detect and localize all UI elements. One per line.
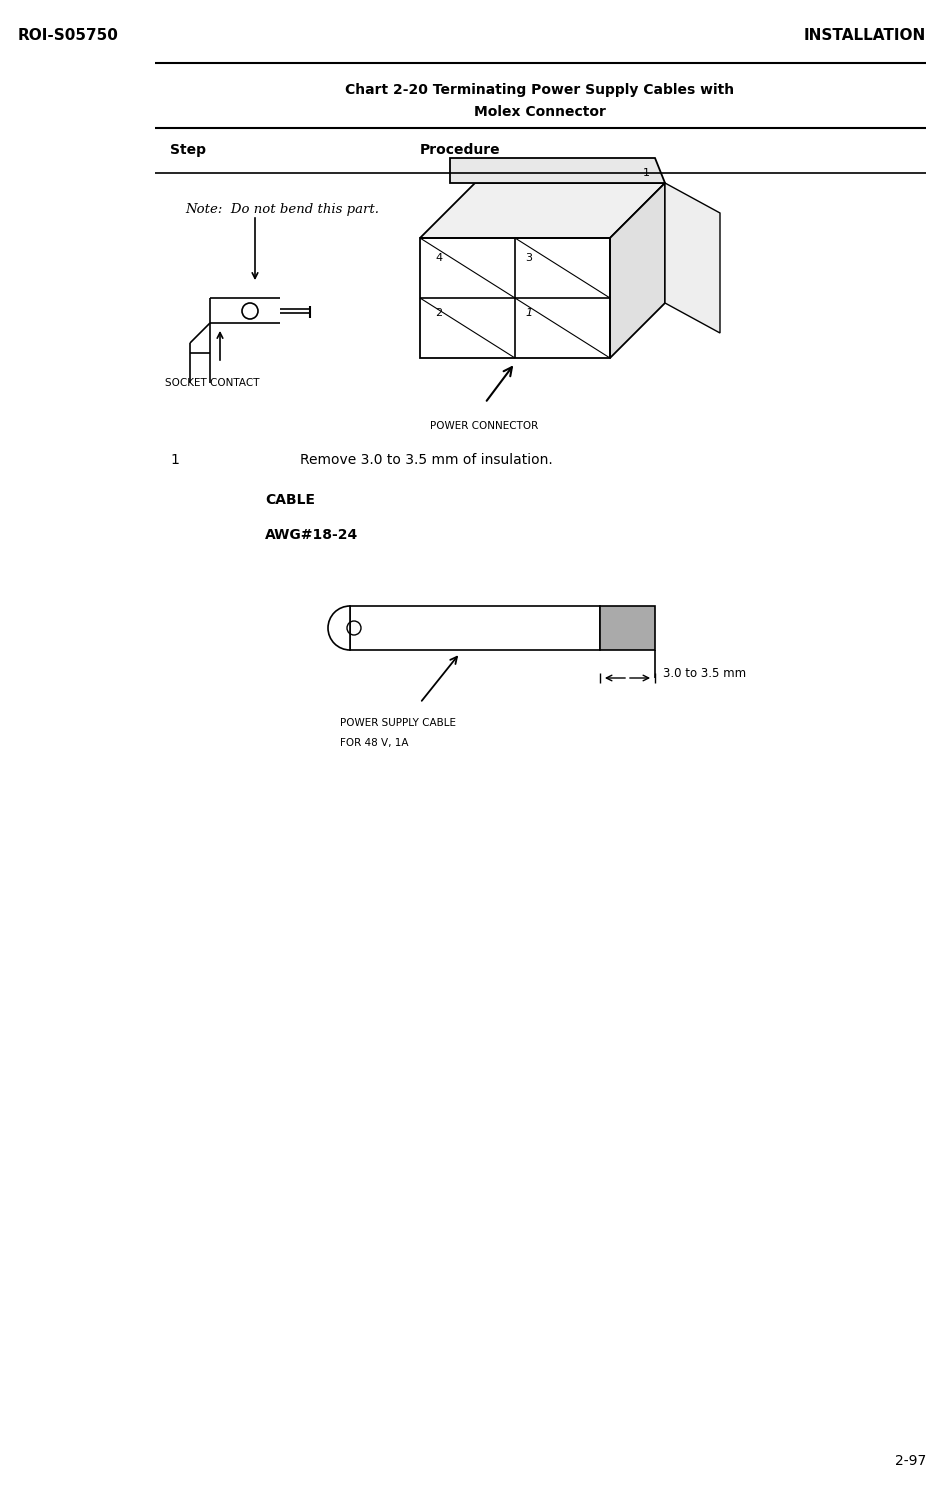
Text: FOR 48 V, 1A: FOR 48 V, 1A	[340, 738, 409, 748]
Text: 2-97: 2-97	[895, 1454, 926, 1468]
Bar	[600, 606, 655, 649]
Text: Molex Connector: Molex Connector	[474, 105, 606, 119]
Text: 1: 1	[643, 169, 650, 178]
Polygon shape	[665, 184, 720, 333]
Text: CABLE: CABLE	[265, 493, 315, 508]
Text: 1: 1	[525, 308, 532, 318]
Text: SOCKET CONTACT: SOCKET CONTACT	[165, 378, 260, 388]
Text: Chart 2-20 Terminating Power Supply Cables with: Chart 2-20 Terminating Power Supply Cabl…	[346, 84, 734, 97]
Text: ROI-S05750: ROI-S05750	[18, 28, 119, 43]
Wedge shape	[328, 606, 350, 649]
Text: 3.0 to 3.5 mm: 3.0 to 3.5 mm	[663, 667, 746, 681]
Text: 1: 1	[170, 452, 178, 467]
Polygon shape	[450, 158, 665, 184]
Text: AWG#18-24: AWG#18-24	[265, 529, 359, 542]
Text: POWER SUPPLY CABLE: POWER SUPPLY CABLE	[340, 718, 456, 729]
Polygon shape	[420, 184, 665, 237]
Polygon shape	[610, 184, 665, 358]
Bar	[350, 606, 600, 649]
Text: 3: 3	[525, 252, 532, 263]
Text: Step: Step	[170, 143, 206, 157]
Text: 2: 2	[435, 308, 442, 318]
Text: INSTALLATION: INSTALLATION	[803, 28, 926, 43]
Text: Remove 3.0 to 3.5 mm of insulation.: Remove 3.0 to 3.5 mm of insulation.	[300, 452, 553, 467]
Text: 4: 4	[435, 252, 442, 263]
Text: Procedure: Procedure	[420, 143, 500, 157]
Text: POWER CONNECTOR: POWER CONNECTOR	[430, 421, 538, 431]
Text: Note:  Do not bend this part.: Note: Do not bend this part.	[185, 203, 379, 216]
Bar	[420, 237, 610, 358]
